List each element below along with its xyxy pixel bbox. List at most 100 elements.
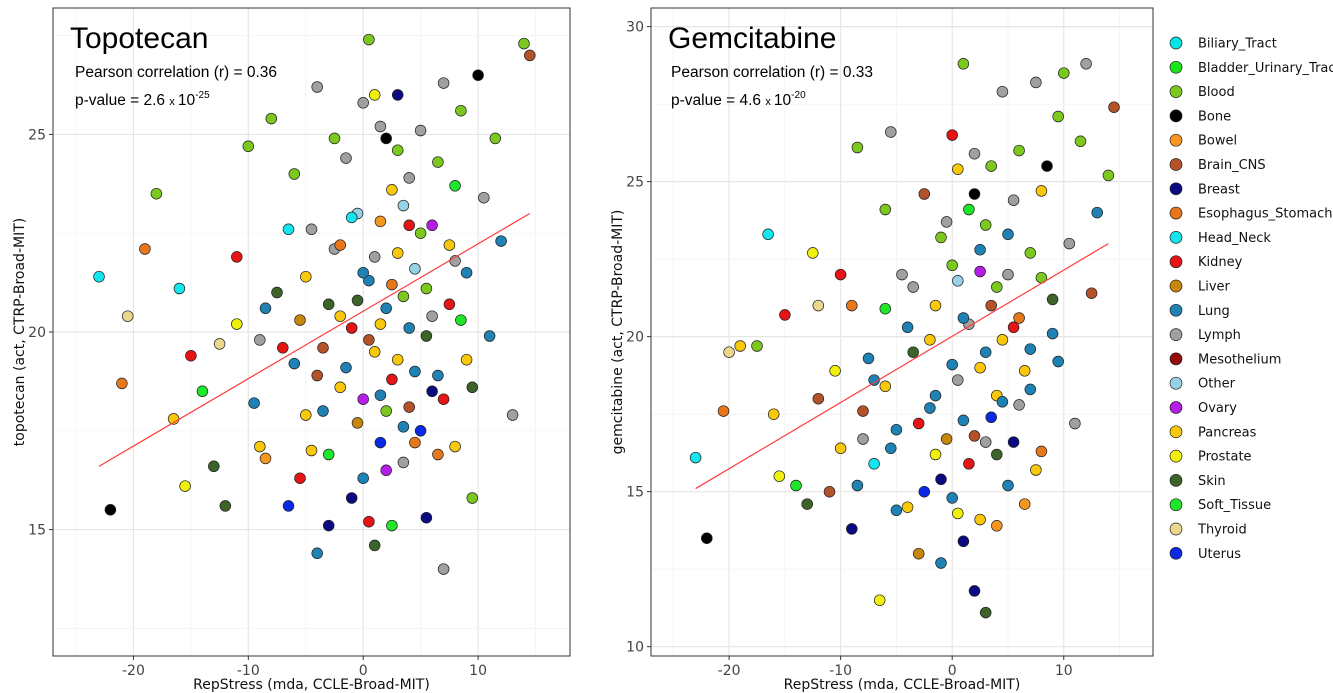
y-tick-label: 25 xyxy=(626,175,644,191)
data-point xyxy=(357,97,369,109)
legend-label: Lymph xyxy=(1198,328,1241,343)
data-point xyxy=(1091,206,1103,219)
data-point xyxy=(979,346,992,358)
data-point xyxy=(368,89,381,101)
data-point xyxy=(1013,144,1025,157)
data-point xyxy=(873,594,886,606)
y-tick-label: 15 xyxy=(28,523,46,539)
data-point xyxy=(901,321,914,334)
pearson-annotation: Pearson correlation (r) = 0.36 xyxy=(75,64,277,81)
data-point xyxy=(974,513,986,526)
legend-label: Other xyxy=(1198,377,1236,392)
data-point xyxy=(963,458,975,470)
data-point xyxy=(879,380,892,393)
data-point xyxy=(1052,110,1064,123)
data-point xyxy=(812,299,825,312)
legend-swatch xyxy=(1169,376,1183,390)
data-point xyxy=(968,147,981,160)
data-point xyxy=(1041,160,1053,172)
data-point xyxy=(231,251,243,263)
data-point xyxy=(414,124,427,137)
data-point xyxy=(380,132,392,145)
data-point xyxy=(403,219,415,232)
data-point xyxy=(489,132,502,145)
data-point xyxy=(472,69,484,81)
x-axis-title: RepStress (mda, CCLE-Broad-MIT) xyxy=(784,677,1021,693)
legend-label: Biliary_Tract xyxy=(1198,37,1277,52)
legend-swatch xyxy=(1169,401,1183,414)
data-point xyxy=(1063,237,1076,250)
data-point xyxy=(374,436,387,449)
data-point xyxy=(929,389,942,402)
data-point xyxy=(386,519,398,532)
data-point xyxy=(420,511,433,524)
data-point xyxy=(952,374,964,386)
legend-label: Prostate xyxy=(1198,450,1252,465)
data-point xyxy=(767,408,780,420)
data-point xyxy=(322,298,335,311)
data-point xyxy=(116,377,128,390)
data-point xyxy=(952,163,964,175)
legend-swatch xyxy=(1169,546,1183,560)
data-point xyxy=(1024,247,1037,259)
data-point xyxy=(879,302,892,315)
data-point xyxy=(918,188,931,200)
legend-label: Bladder_Urinary_Tract xyxy=(1198,61,1333,76)
data-point xyxy=(363,274,375,287)
data-point xyxy=(957,58,970,70)
data-point xyxy=(420,330,433,342)
legend-swatch xyxy=(1169,231,1183,244)
data-point xyxy=(317,405,329,417)
legend-label: Uterus xyxy=(1198,547,1241,562)
data-point xyxy=(1002,228,1014,241)
x-tick-label: -20 xyxy=(122,663,145,679)
data-point xyxy=(963,203,975,216)
data-point xyxy=(829,365,841,377)
y-axis-title: gemcitabine (act, CTRP-Broad-MIT) xyxy=(610,210,626,455)
legend-label: Lung xyxy=(1198,304,1230,319)
data-point xyxy=(779,309,791,321)
data-point xyxy=(294,472,306,484)
legend-swatch xyxy=(1169,279,1183,293)
legend-label: Skin xyxy=(1198,474,1226,489)
data-point xyxy=(242,140,255,153)
data-point xyxy=(957,312,970,324)
data-point xyxy=(455,104,467,117)
y-tick-label: 25 xyxy=(28,127,46,143)
legend-label: Pancreas xyxy=(1198,425,1257,440)
data-point xyxy=(483,330,496,342)
data-point xyxy=(271,286,283,299)
data-point xyxy=(391,353,404,366)
data-point xyxy=(851,479,864,492)
data-point xyxy=(935,231,947,244)
data-point xyxy=(985,160,997,172)
data-point xyxy=(380,302,392,315)
x-tick-label: -10 xyxy=(829,663,852,679)
data-point xyxy=(801,498,813,510)
data-point xyxy=(363,515,375,528)
data-point xyxy=(974,361,986,374)
data-point xyxy=(460,353,473,366)
data-point xyxy=(311,81,323,93)
chart-panel-0: -20 -10 0 10 15 20 25 RepStress (mda, CCLE-Broa… xyxy=(12,7,571,693)
data-point xyxy=(288,168,301,180)
data-point xyxy=(1007,194,1020,206)
chart-panel-1: -20 -10 0 10 10 15 20 25 30 RepStress (mda, CCLE-… xyxy=(610,7,1154,693)
data-point xyxy=(1035,185,1048,197)
data-point xyxy=(996,334,1009,346)
pvalue-times: x xyxy=(169,96,178,108)
data-point xyxy=(208,460,220,473)
pvalue-exponent: -25 xyxy=(195,90,210,101)
data-point xyxy=(317,342,329,354)
data-point xyxy=(1046,327,1059,340)
legend-label: Liver xyxy=(1198,280,1231,295)
data-point xyxy=(363,33,375,46)
legend-swatch xyxy=(1169,498,1183,512)
data-point xyxy=(912,417,925,430)
data-point xyxy=(885,126,897,138)
x-tick-label: -20 xyxy=(718,663,741,679)
data-point xyxy=(946,492,958,504)
legend-label: Ovary xyxy=(1198,401,1237,416)
y-axis-title: topotecan (act, CTRP-Broad-MIT) xyxy=(12,218,28,446)
y-tick-label: 10 xyxy=(626,640,644,656)
